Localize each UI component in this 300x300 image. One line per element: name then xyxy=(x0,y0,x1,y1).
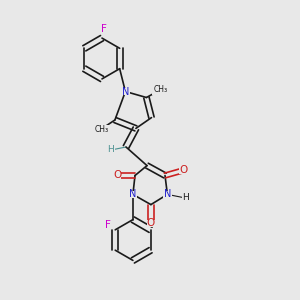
Text: O: O xyxy=(179,165,187,176)
FancyBboxPatch shape xyxy=(129,191,137,198)
Text: H: H xyxy=(108,146,114,154)
FancyBboxPatch shape xyxy=(113,172,121,179)
Text: N: N xyxy=(164,189,171,200)
Text: F: F xyxy=(105,220,111,230)
FancyBboxPatch shape xyxy=(98,24,110,33)
FancyBboxPatch shape xyxy=(103,221,112,229)
Text: O: O xyxy=(113,170,121,181)
Text: O: O xyxy=(147,218,155,229)
FancyBboxPatch shape xyxy=(182,195,189,201)
Text: CH₃: CH₃ xyxy=(153,85,167,94)
Text: N: N xyxy=(122,86,129,97)
Text: N: N xyxy=(129,189,137,200)
FancyBboxPatch shape xyxy=(147,220,155,227)
FancyBboxPatch shape xyxy=(179,167,187,174)
FancyBboxPatch shape xyxy=(163,191,172,198)
Text: CH₃: CH₃ xyxy=(94,124,109,134)
Text: F: F xyxy=(100,23,106,34)
Text: H: H xyxy=(182,194,189,202)
FancyBboxPatch shape xyxy=(152,85,169,94)
FancyBboxPatch shape xyxy=(93,124,110,134)
FancyBboxPatch shape xyxy=(107,146,115,154)
FancyBboxPatch shape xyxy=(121,88,130,95)
